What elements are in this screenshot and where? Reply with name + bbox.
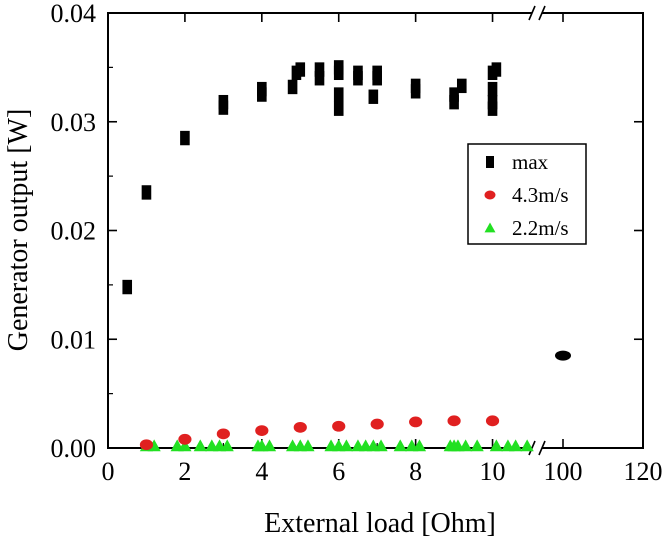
x-tick-label: 100	[544, 457, 583, 486]
y-tick-label: 0.01	[51, 325, 97, 354]
data-point-square	[353, 65, 363, 81]
x-tick-label: 0	[102, 457, 115, 486]
data-point-square	[180, 130, 190, 146]
data-point-triangle	[339, 439, 354, 452]
x-tick-label: 10	[480, 457, 506, 486]
data-point-square	[449, 87, 459, 102]
data-point-triangle	[262, 439, 277, 452]
data-point-square	[122, 279, 133, 295]
data-point-triangle	[301, 439, 315, 452]
data-point-square	[487, 81, 498, 97]
data-point-square	[372, 65, 382, 81]
data-point-square	[487, 94, 498, 110]
data-point-circle	[255, 425, 269, 436]
data-point-triangle	[459, 439, 473, 452]
data-point-circle	[409, 416, 423, 428]
data-point-square	[333, 60, 344, 75]
data-point-circle	[293, 421, 307, 433]
data-point-square	[555, 350, 571, 361]
x-axis-title: External load [Ohm]	[264, 508, 496, 539]
data-point-triangle	[470, 439, 484, 452]
axis-break-gap	[532, 10, 542, 16]
y-tick-label: 0.03	[51, 108, 97, 137]
axis-break-slash	[538, 5, 546, 21]
data-point-square	[314, 71, 325, 86]
x-tick-label: 2	[178, 457, 191, 486]
data-point-square	[295, 62, 306, 77]
y-axis: 0.00 0.01 0.02 0.03 0.04	[51, 0, 643, 463]
data-point-square	[314, 62, 325, 77]
data-point-square	[333, 101, 344, 116]
y-tick-label: 0.00	[51, 434, 97, 463]
data-point-circle	[178, 433, 192, 445]
series-max	[122, 60, 571, 361]
legend: max 4.3m/s 2.2m/s	[467, 143, 587, 245]
data-point-circle	[139, 439, 154, 451]
data-point-triangle	[374, 439, 388, 452]
data-point-triangle	[393, 439, 407, 452]
axis-break-slash	[538, 440, 546, 456]
data-point-circle	[484, 190, 496, 200]
x-tick-label: 6	[332, 457, 345, 486]
data-point-triangle	[220, 439, 234, 452]
axis-break-slash	[528, 5, 536, 21]
x-tick-label: 120	[624, 457, 663, 486]
x-axis-break	[528, 5, 546, 456]
series-4-3m-s	[139, 415, 500, 451]
series-2-2m-s	[139, 439, 534, 452]
data-point-square	[486, 156, 494, 168]
data-point-triangle	[489, 439, 503, 452]
data-point-square	[218, 94, 229, 110]
data-point-circle	[216, 428, 230, 440]
data-series	[122, 60, 571, 452]
data-point-triangle	[509, 439, 523, 452]
data-point-triangle	[178, 439, 192, 452]
legend-entry-label: 4.3m/s	[512, 183, 569, 207]
data-point-square	[333, 87, 344, 102]
data-point-triangle	[484, 222, 496, 233]
legend-entry-label: 2.2m/s	[512, 216, 569, 240]
data-point-circle	[332, 420, 346, 432]
data-point-square	[257, 81, 267, 97]
data-point-square	[287, 79, 298, 95]
data-point-triangle	[193, 439, 207, 452]
y-tick-label: 0.02	[51, 217, 97, 246]
x-axis: 0 2 4 6 8 10 100 120	[102, 13, 663, 486]
data-point-circle	[485, 415, 500, 427]
data-point-circle	[447, 415, 461, 427]
x-tick-label: 8	[409, 457, 422, 486]
data-point-circle	[370, 418, 384, 430]
data-point-triangle	[412, 439, 427, 452]
data-point-square	[456, 78, 467, 94]
x-tick-label: 4	[255, 457, 268, 486]
data-point-triangle	[520, 439, 534, 452]
axis-break-gap	[532, 445, 542, 451]
y-axis-title: Generator output [W]	[3, 109, 34, 352]
data-point-square	[368, 89, 379, 104]
data-point-square	[141, 185, 152, 200]
y-tick-label: 0.04	[51, 0, 97, 28]
legend-entry-label: max	[512, 150, 549, 174]
axis-break-slash	[528, 440, 536, 456]
data-point-square	[449, 94, 459, 110]
data-point-square	[491, 62, 502, 77]
data-point-square	[410, 78, 421, 94]
